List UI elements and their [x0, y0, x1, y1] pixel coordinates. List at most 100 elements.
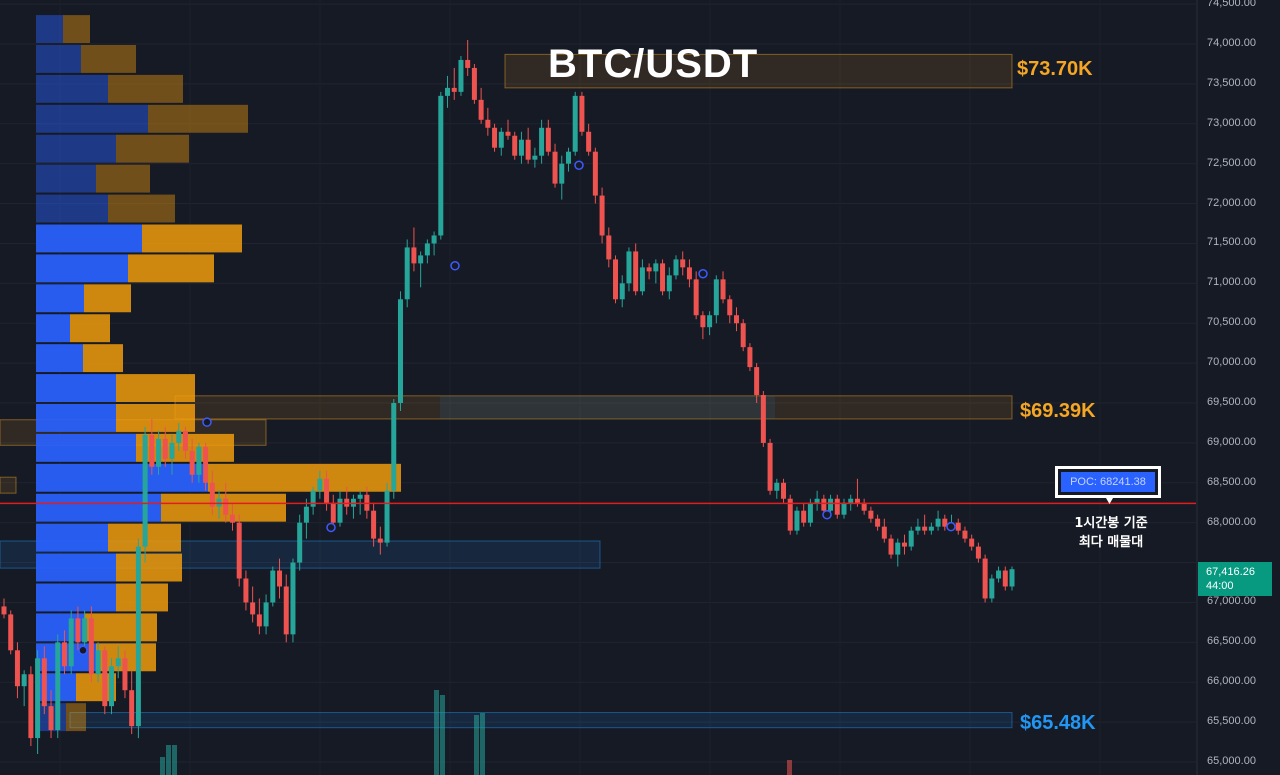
candle-body [14, 650, 20, 687]
candle-body [572, 95, 578, 152]
volume-bar-sell [66, 703, 86, 732]
candle-body [559, 163, 565, 184]
candle-body [243, 578, 249, 603]
volume-bar-sell [116, 553, 182, 582]
volume-bar-buy [36, 404, 116, 432]
level-label-mid: $69.39K [1020, 400, 1096, 422]
candle-body [733, 315, 739, 324]
candle-body [686, 267, 692, 280]
candle-body [209, 482, 215, 507]
candle-body [1, 606, 7, 615]
y-tick-label: 69,500.00 [1207, 396, 1256, 408]
zone-mid-inner [440, 395, 775, 419]
candle-body [21, 674, 27, 687]
candle-body [203, 446, 209, 483]
candle-body [854, 498, 860, 503]
candle-body [518, 139, 524, 156]
candle-body [196, 446, 202, 475]
zone-stub [0, 476, 17, 494]
volume-stick [440, 695, 445, 775]
signal-marker [822, 509, 832, 520]
volume-bar-buy [36, 583, 116, 612]
candle-body [767, 442, 773, 491]
volume-bar-sell [83, 344, 123, 373]
candle-body [586, 131, 592, 152]
candle-body [236, 522, 242, 579]
y-tick-label: 66,500.00 [1207, 635, 1256, 648]
candle-body [48, 706, 54, 731]
candle-body [848, 498, 854, 503]
y-tick-label: 73,000.00 [1207, 116, 1256, 129]
zone-top [504, 53, 1013, 89]
candle-body [512, 135, 518, 156]
volume-bar-sell [148, 104, 248, 133]
last-price-tag: 67,416.26 44:00 [1198, 562, 1272, 596]
candle-body [1002, 570, 1008, 587]
candle-body [565, 151, 571, 164]
candle-body [787, 498, 793, 531]
level-label-low: $65.48K [1020, 712, 1096, 734]
volume-bar-buy [36, 433, 136, 462]
volume-bar-sell [84, 613, 157, 642]
candle-body [868, 510, 874, 519]
volume-bar-buy [36, 224, 142, 253]
candle-body [498, 131, 504, 148]
volume-stick [474, 715, 479, 775]
candle-body [881, 526, 887, 539]
candle-body [384, 490, 390, 543]
volume-bar-buy [36, 314, 70, 343]
candle-body [781, 482, 787, 499]
candle-body [996, 570, 1002, 579]
candle-body [256, 614, 262, 627]
candle-body [928, 526, 934, 531]
volume-bar-buy [36, 344, 83, 373]
candle-body [149, 434, 155, 467]
candle-body [250, 602, 256, 615]
candle-body [283, 586, 289, 635]
candle-body [814, 498, 820, 503]
volume-bar-sell [142, 224, 242, 253]
y-tick-label: 69,000.00 [1207, 435, 1256, 448]
volume-bar-sell [70, 314, 110, 343]
candle-body [317, 478, 323, 491]
candle-body [653, 263, 659, 272]
y-tick-label: 66,000.00 [1207, 675, 1256, 688]
candle-body [875, 518, 881, 527]
signal-marker [574, 160, 584, 171]
poc-label: POC: 68241.38 [1061, 472, 1155, 492]
candle-body [942, 518, 948, 527]
volume-bar-buy [36, 284, 84, 313]
signal-marker [946, 521, 956, 532]
volume-bar-sell [63, 15, 90, 44]
candle-body [451, 87, 457, 92]
candle-body [760, 395, 766, 443]
candle-body [646, 267, 652, 272]
poc-annotation-line2: 최다 매물대 [1078, 535, 1144, 550]
candle-body [129, 690, 135, 727]
candle-body [592, 151, 598, 196]
level-label-top: $73.70K [1017, 58, 1093, 80]
volume-bar-buy [36, 134, 116, 163]
candle-body [465, 59, 471, 68]
volume-bar-buy [36, 15, 63, 44]
volume-bar-sell [84, 284, 131, 313]
volume-stick [160, 757, 165, 775]
candle-body [458, 59, 464, 92]
y-tick-label: 74,500.00 [1207, 0, 1256, 10]
candle-body [68, 618, 74, 667]
volume-bar-sell [116, 583, 168, 612]
volume-bar-sell [108, 194, 175, 223]
signal-marker [78, 645, 88, 656]
candle-body [438, 95, 444, 236]
candle-body [633, 251, 639, 292]
candle-body [673, 259, 679, 276]
candle-body [807, 502, 813, 523]
candle-body [478, 99, 484, 120]
signal-marker [326, 522, 336, 533]
candle-body [404, 247, 410, 300]
candle-body [901, 542, 907, 547]
candle-body [397, 299, 403, 403]
volume-bar-sell [96, 164, 150, 193]
countdown: 44:00 [1206, 580, 1234, 592]
